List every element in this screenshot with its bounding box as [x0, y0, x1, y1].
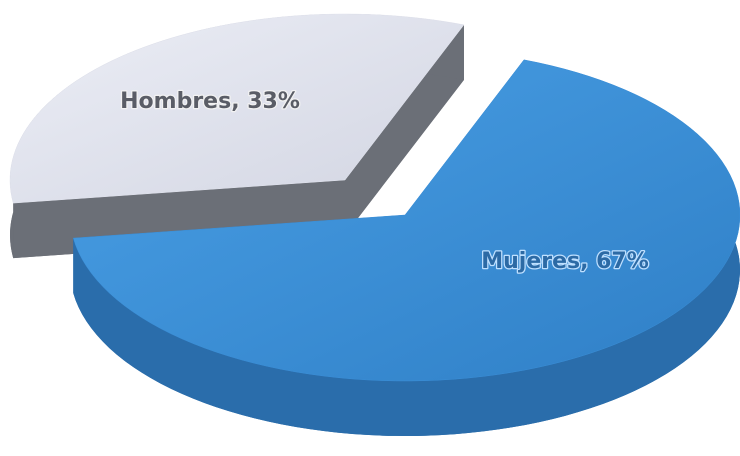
slice: [9, 13, 465, 204]
data-label: Mujeres, 67%: [481, 249, 649, 274]
labels: Hombres, 33% Mujeres, 67%: [119, 88, 650, 276]
pie: [9, 13, 740, 436]
slice: [72, 59, 740, 382]
data-label: Hombres, 33%: [120, 89, 300, 114]
slice-wall: [345, 24, 464, 235]
